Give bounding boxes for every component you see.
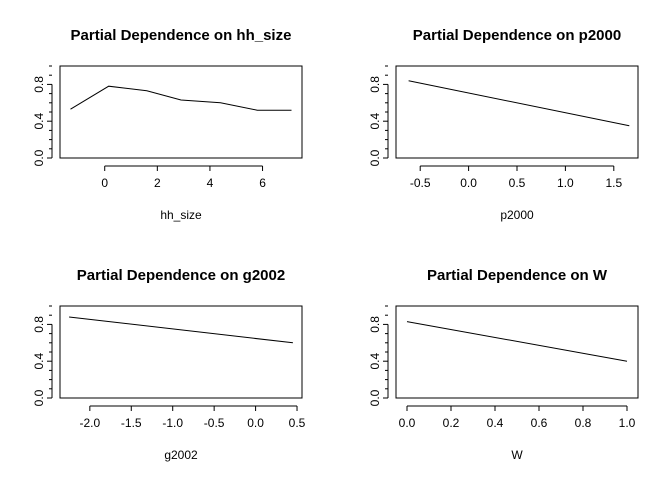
x-tick-label: 0.6	[531, 416, 548, 430]
x-tick-label: 0.2	[443, 416, 460, 430]
panel-title: Partial Dependence on hh_size	[71, 27, 292, 44]
x-axis-label: g2002	[164, 448, 198, 462]
x-tick-label: -2.0	[79, 416, 100, 430]
x-tick-label: -1.5	[121, 416, 142, 430]
panel-p2000: Partial Dependence on p2000 p2000 -0.5 0.…	[368, 27, 639, 222]
x-tick-label: 0.4	[487, 416, 504, 430]
x-tick-label: 2	[154, 176, 161, 190]
x-tick-label: 0.0	[460, 176, 477, 190]
x-tick-label: 0.8	[575, 416, 592, 430]
x-tick-label: -0.5	[204, 416, 225, 430]
partial-dependence-line	[406, 321, 628, 362]
x-tick-label: 1.0	[557, 176, 574, 190]
x-tick-label: 4	[207, 176, 214, 190]
panel-title: Partial Dependence on g2002	[77, 267, 285, 284]
plot-frame	[395, 65, 639, 159]
plot-frame	[59, 65, 303, 159]
plot-frame	[59, 305, 303, 399]
panel-title: Partial Dependence on p2000	[413, 27, 621, 44]
y-tick-label: 0.4	[32, 113, 46, 130]
x-axis-label: W	[511, 448, 523, 462]
panel-w: Partial Dependence on W W 0.0 0.2 0.4 0.6 0.…	[368, 267, 639, 462]
x-tick-label: 6	[259, 176, 266, 190]
panel-hh-size: Partial Dependence on hh_size hh_size 0 2…	[32, 27, 303, 222]
y-tick-label: 0.4	[32, 353, 46, 370]
plot-frame	[395, 305, 639, 399]
panel-title: Partial Dependence on W	[427, 267, 608, 284]
x-tick-label: -0.5	[410, 176, 431, 190]
x-tick-label: 0.0	[247, 416, 264, 430]
x-axis-label: p2000	[500, 208, 534, 222]
y-tick-label: 0.8	[368, 76, 382, 93]
y-tick-label: 0.0	[368, 389, 382, 406]
partial-dependence-line	[70, 85, 292, 111]
y-tick-label: 0.0	[32, 389, 46, 406]
partial-dependence-line	[69, 316, 293, 344]
y-tick-label: 0.0	[368, 149, 382, 166]
partial-dependence-line	[408, 80, 630, 127]
y-tick-label: 0.8	[32, 76, 46, 93]
y-tick-label: 0.4	[368, 353, 382, 370]
x-axis-label: hh_size	[160, 208, 202, 222]
y-tick-label: 0.8	[32, 316, 46, 333]
panel-g2002: Partial Dependence on g2002 g2002 -2.0 -1…	[32, 267, 306, 462]
x-tick-label: -1.0	[162, 416, 183, 430]
x-tick-label: 0.5	[289, 416, 306, 430]
x-tick-label: 0	[101, 176, 108, 190]
x-tick-label: 0.5	[509, 176, 526, 190]
x-tick-label: 1.5	[605, 176, 622, 190]
y-tick-label: 0.8	[368, 316, 382, 333]
x-tick-label: 1.0	[619, 416, 636, 430]
x-tick-label: 0.0	[399, 416, 416, 430]
y-tick-label: 0.0	[32, 149, 46, 166]
y-tick-label: 0.4	[368, 113, 382, 130]
